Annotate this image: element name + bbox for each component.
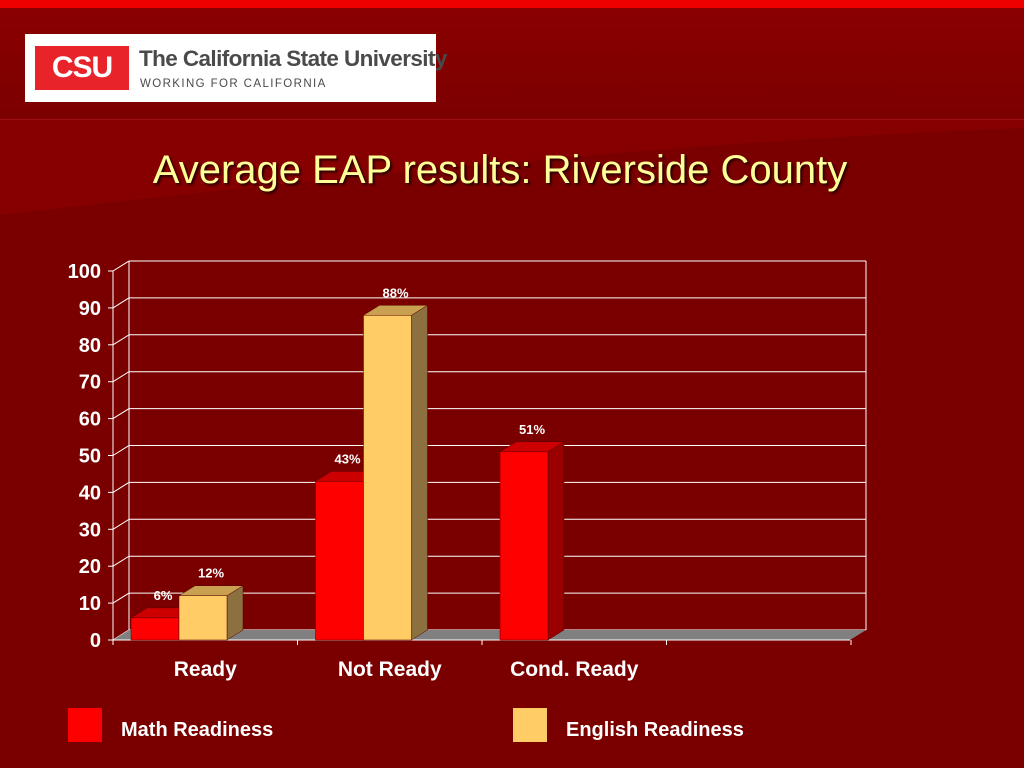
y-tick-label: 90 [79, 298, 101, 320]
y-tick-label: 60 [79, 409, 101, 431]
bar-math-readiness [499, 451, 549, 641]
bar-math-readiness [130, 617, 180, 641]
data-label: 6% [154, 588, 173, 603]
header-rule [0, 119, 1024, 120]
y-tick-label: 20 [79, 556, 101, 578]
header-swoosh [0, 120, 1024, 215]
data-label: 51% [519, 422, 545, 437]
y-tick-label: 80 [79, 335, 101, 357]
y-tick-label: 0 [90, 630, 101, 652]
top-stripe [0, 0, 1024, 8]
csu-logo: CSU The California State University WORK… [25, 34, 447, 102]
y-tick-label: 10 [79, 593, 101, 615]
slide-title: Average EAP results: Riverside County [152, 148, 848, 192]
y-tick-label: 70 [79, 372, 101, 394]
legend-label-math: Math Readiness [121, 719, 274, 741]
y-tick-label: 100 [68, 261, 101, 283]
gridline-side [112, 518, 130, 530]
y-tick-label: 30 [79, 519, 101, 541]
legend-swatch-math [68, 708, 102, 742]
gridline-side [112, 445, 130, 456]
y-tick-label: 50 [79, 446, 101, 468]
gridline-side [112, 592, 130, 604]
gridline-side [112, 481, 130, 493]
gridline-side [112, 297, 130, 309]
gridline-side [112, 260, 130, 272]
bar-side [411, 304, 428, 641]
gridline-side [112, 555, 130, 567]
legend-label-english: English Readiness [566, 719, 744, 741]
x-category-label: Not Ready [338, 658, 442, 681]
bar-english-readiness [363, 315, 412, 641]
x-category-label: Ready [174, 658, 237, 681]
bar-english-readiness [178, 595, 228, 641]
data-label: 43% [334, 451, 360, 466]
bar-side [547, 441, 565, 641]
data-label: 88% [382, 285, 408, 300]
y-tick-label: 40 [79, 482, 101, 504]
logo-mark: CSU [35, 46, 129, 90]
gridline-side [112, 334, 130, 346]
gridline-side [112, 371, 130, 383]
data-label: 12% [198, 566, 224, 581]
logo-tagline: WORKING FOR CALIFORNIA [140, 78, 327, 90]
legend-swatch-english [513, 708, 547, 742]
gridline-side [112, 408, 130, 420]
x-category-label: Cond. Ready [510, 658, 639, 681]
bar-math-readiness [315, 481, 364, 641]
chart-floor [113, 630, 866, 640]
logo-name: The California State University [139, 46, 447, 71]
